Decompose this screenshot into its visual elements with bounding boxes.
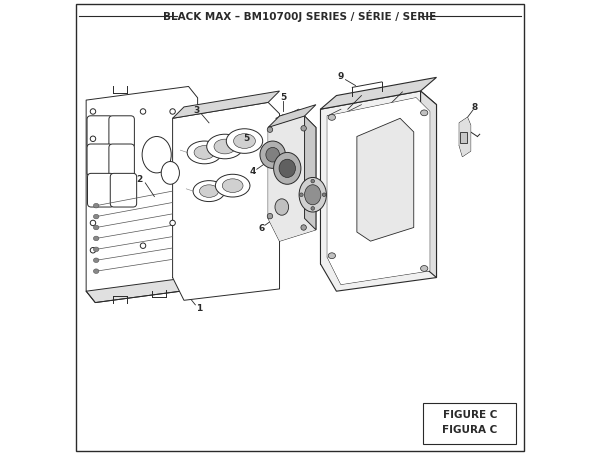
Ellipse shape [90,220,96,226]
Ellipse shape [170,109,175,114]
Ellipse shape [311,207,314,210]
Ellipse shape [194,146,215,159]
Ellipse shape [421,266,428,271]
Ellipse shape [215,174,250,197]
Ellipse shape [274,152,301,184]
Ellipse shape [199,185,218,197]
Polygon shape [268,105,316,127]
Text: 9: 9 [338,72,344,81]
FancyBboxPatch shape [110,173,137,207]
Text: FIGURA C: FIGURA C [442,425,497,435]
Ellipse shape [142,136,171,173]
Ellipse shape [267,127,273,132]
FancyBboxPatch shape [109,144,134,176]
Ellipse shape [222,179,243,192]
Text: 5: 5 [243,134,250,143]
Ellipse shape [140,109,146,114]
Ellipse shape [233,134,256,148]
Ellipse shape [140,243,146,248]
Polygon shape [305,116,316,230]
Polygon shape [86,86,197,303]
Ellipse shape [90,248,96,253]
Polygon shape [320,77,437,109]
Ellipse shape [94,269,99,273]
Ellipse shape [94,258,99,263]
Ellipse shape [90,109,96,114]
Ellipse shape [193,181,225,202]
Ellipse shape [279,159,295,177]
Polygon shape [328,98,430,284]
Text: 3: 3 [193,106,199,115]
Ellipse shape [328,115,335,120]
Ellipse shape [170,220,175,226]
Ellipse shape [322,193,326,197]
Text: 4: 4 [250,167,256,177]
Polygon shape [460,132,467,143]
Ellipse shape [94,236,99,241]
Text: 8: 8 [472,103,478,112]
Ellipse shape [305,185,321,205]
FancyBboxPatch shape [87,144,113,176]
Ellipse shape [226,129,263,153]
Ellipse shape [299,193,303,197]
Ellipse shape [94,247,99,252]
Text: 1: 1 [196,304,202,313]
FancyBboxPatch shape [88,173,114,207]
Polygon shape [173,102,280,300]
Ellipse shape [214,139,236,154]
Ellipse shape [301,126,307,131]
Ellipse shape [94,225,99,230]
Ellipse shape [266,147,280,162]
Ellipse shape [90,136,96,142]
Polygon shape [459,117,470,157]
Polygon shape [421,91,437,278]
Ellipse shape [161,162,179,184]
Ellipse shape [275,199,289,215]
Polygon shape [173,91,280,118]
Ellipse shape [461,135,466,140]
Ellipse shape [311,179,314,183]
Ellipse shape [94,203,99,208]
Ellipse shape [94,214,99,219]
Ellipse shape [301,225,307,230]
Ellipse shape [421,110,428,116]
Ellipse shape [299,177,326,212]
Text: 6: 6 [259,224,265,233]
Text: FIGURE C: FIGURE C [443,410,497,420]
Polygon shape [268,116,316,241]
FancyBboxPatch shape [87,116,113,148]
Ellipse shape [207,134,243,159]
Polygon shape [86,278,197,303]
Text: 5: 5 [280,93,286,102]
Ellipse shape [260,141,286,168]
Text: BLACK MAX – BM10700J SERIES / SÉRIE / SERIE: BLACK MAX – BM10700J SERIES / SÉRIE / SE… [163,10,437,22]
Ellipse shape [187,141,222,164]
Ellipse shape [328,253,335,258]
Bar [423,403,516,444]
Text: 7: 7 [326,204,332,213]
Ellipse shape [267,213,273,219]
FancyBboxPatch shape [109,116,134,148]
Polygon shape [320,91,437,291]
Polygon shape [357,118,414,241]
Text: 2: 2 [137,175,143,184]
